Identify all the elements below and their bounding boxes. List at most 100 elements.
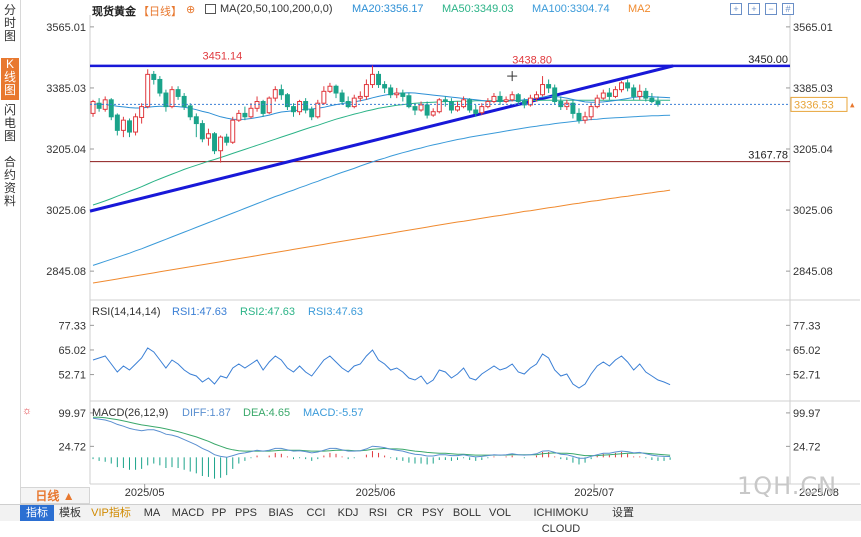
candle-body (278, 89, 284, 96)
ma-panel-icon[interactable] (205, 4, 216, 14)
indicator-tab[interactable]: CCI (306, 507, 326, 519)
candle-body (272, 89, 278, 99)
indicator-bar: 指标 模板 VIP指标 MA MACD PP PPS BIAS CCI KDJ RSI CR PSY BO… (0, 504, 861, 535)
rsi-y-tick-left: 77.33 (58, 320, 86, 332)
ma20-value: MA20:3356.17 (352, 3, 424, 15)
tab-time-chart[interactable]: 分时图 (3, 3, 16, 43)
candle-body (351, 97, 357, 108)
indicator-tab[interactable]: MA (143, 507, 161, 519)
candle-body (205, 133, 211, 139)
indicator-tab[interactable]: VIP指标 (91, 507, 131, 519)
candle-body (90, 101, 96, 114)
candle-body (363, 84, 369, 97)
indicator-tab[interactable]: CR (397, 507, 413, 519)
macd-label: MACD(26,12,9) (92, 407, 168, 419)
candle-body (388, 87, 394, 96)
indicator-tab[interactable]: ICHIMOKU CLOUD (533, 507, 589, 535)
peak-label: 3451.14 (202, 51, 242, 63)
main-y-tick-right: 3205.04 (793, 144, 833, 156)
ma100-line (92, 114, 671, 266)
indicator-tab[interactable]: PSY (421, 507, 444, 519)
indicator-tab[interactable]: 模板 (59, 507, 81, 519)
tab-kline-chart[interactable]: K线图 (1, 58, 19, 100)
main-y-tick-right: 2845.08 (793, 266, 833, 278)
indicator-tab[interactable]: RSI (368, 507, 388, 519)
candle-body (151, 73, 157, 80)
candle-body (467, 99, 473, 111)
settings-dot-icon[interactable]: ⊕ (186, 4, 196, 16)
rsi3-value: RSI3:47.63 (308, 306, 363, 318)
zoom-in-icon[interactable]: + (748, 3, 760, 15)
main-y-tick-right: 3385.03 (793, 83, 833, 95)
candle-body (284, 94, 290, 108)
candle-body (309, 108, 315, 118)
current-price-tag: 3336.53 (794, 99, 834, 111)
candle-body (533, 94, 539, 99)
ma200-line (92, 189, 671, 284)
candle-body (339, 92, 345, 103)
crosshair-icon[interactable]: + (730, 3, 742, 15)
tab-contract-info[interactable]: 合约资料 (3, 155, 16, 208)
candle-body (564, 102, 570, 108)
candle-body (442, 99, 448, 103)
candle-body (139, 106, 145, 118)
period-selector[interactable]: 日线 ▲ (20, 487, 90, 504)
candle-body (327, 85, 333, 92)
candle-body (606, 92, 612, 97)
candle-body (503, 99, 509, 103)
candle-body (181, 95, 187, 108)
indicator-tab[interactable]: 指标 (20, 505, 54, 521)
grid-icon[interactable]: # (782, 3, 794, 15)
rsi-y-tick-left: 65.02 (58, 345, 86, 357)
current-price-marker-icon: ▴ (850, 99, 855, 109)
candle-body (254, 101, 260, 109)
candlestick-chart[interactable]: 3565.01 3565.01 3385.03 3385.03 3205.04 3205.… (0, 0, 861, 504)
macd-y-tick-right: 99.97 (793, 408, 821, 420)
ma2-value: MA2 (628, 3, 651, 15)
main-y-tick-right: 3565.01 (793, 22, 833, 34)
candle-body (527, 97, 533, 106)
candle-body (588, 106, 594, 118)
indicator-tab[interactable]: KDJ (337, 507, 359, 519)
candle-body (540, 84, 546, 96)
candle-body (199, 123, 205, 140)
candle-body (242, 112, 248, 118)
candle-body (357, 95, 363, 99)
indicator-tab[interactable]: MACD (171, 507, 205, 519)
ma-label: MA(20,50,100,200,0,0) (220, 3, 333, 15)
main-y-tick-left: 3565.01 (46, 22, 86, 34)
ma50-value: MA50:3349.03 (442, 3, 514, 15)
candle-body (521, 101, 527, 106)
indicator-tab[interactable]: 设置 (612, 507, 634, 519)
main-y-tick-left: 3205.04 (46, 144, 86, 156)
indicator-tab[interactable]: PPS (234, 507, 257, 519)
instrument-title: 现货黄金 (92, 6, 136, 18)
candle-body (576, 112, 582, 121)
indicator-tab[interactable]: BIAS (268, 507, 294, 519)
candle-body (643, 90, 649, 99)
tab-flash-chart[interactable]: 闪电图 (3, 103, 16, 143)
period-tag[interactable]: 【日线】 (138, 6, 182, 18)
macd-y-tick-left: 99.97 (58, 408, 86, 420)
main-y-tick-left: 3025.06 (46, 205, 86, 217)
period-label: 日线 (35, 489, 60, 503)
main-y-tick-left: 3385.03 (46, 83, 86, 95)
indicator-tab[interactable]: BOLL (452, 507, 482, 519)
sidebar: 分时图 K线图 闪电图 合约资料 (0, 0, 21, 504)
indicator-tab[interactable]: VOL (488, 507, 511, 519)
macd-y-tick-right: 24.72 (793, 441, 821, 453)
candle-body (625, 82, 631, 89)
candle-body (114, 114, 120, 131)
candle-body (509, 94, 515, 101)
candle-body (175, 89, 181, 97)
ascending-trendline (89, 64, 674, 213)
indicator-tab[interactable]: PP (211, 507, 227, 519)
candle-body (187, 105, 193, 118)
candle-body (436, 99, 442, 113)
candle-body (297, 101, 303, 113)
candle-body (455, 106, 460, 111)
macd-diff-value: DIFF:1.87 (182, 407, 231, 419)
x-tick-label: 2025/06 (356, 487, 396, 499)
candle-body (637, 90, 643, 97)
zoom-out-icon[interactable]: − (765, 3, 777, 15)
